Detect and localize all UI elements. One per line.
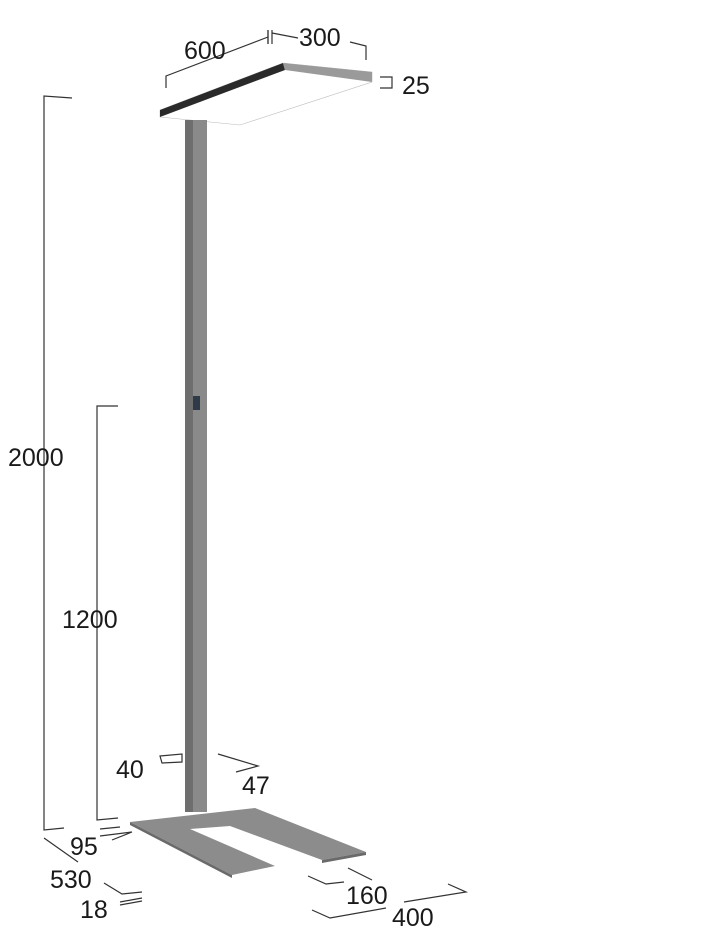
dim-base-width: 400: [392, 904, 434, 932]
dim-head-width: 300: [299, 24, 341, 52]
dim-switch-height: 1200: [62, 606, 118, 634]
lamp-pole: [185, 120, 207, 812]
dim-pole-width: 40: [116, 756, 144, 784]
dim-base-offset: 95: [70, 833, 98, 861]
dimension-lines: [43, 30, 469, 919]
lamp-base: [130, 808, 366, 878]
dim-base-depth: 530: [50, 866, 92, 894]
dim-total-height: 2000: [8, 444, 64, 472]
dim-base-thickness: 18: [80, 896, 108, 924]
dim-pole-depth: 47: [242, 772, 270, 800]
dim-foot-width: 160: [346, 882, 388, 910]
switch-icon: [193, 396, 200, 410]
dim-head-length: 600: [184, 37, 226, 65]
dim-head-thickness: 25: [402, 72, 430, 100]
lamp-head: [159, 62, 373, 126]
